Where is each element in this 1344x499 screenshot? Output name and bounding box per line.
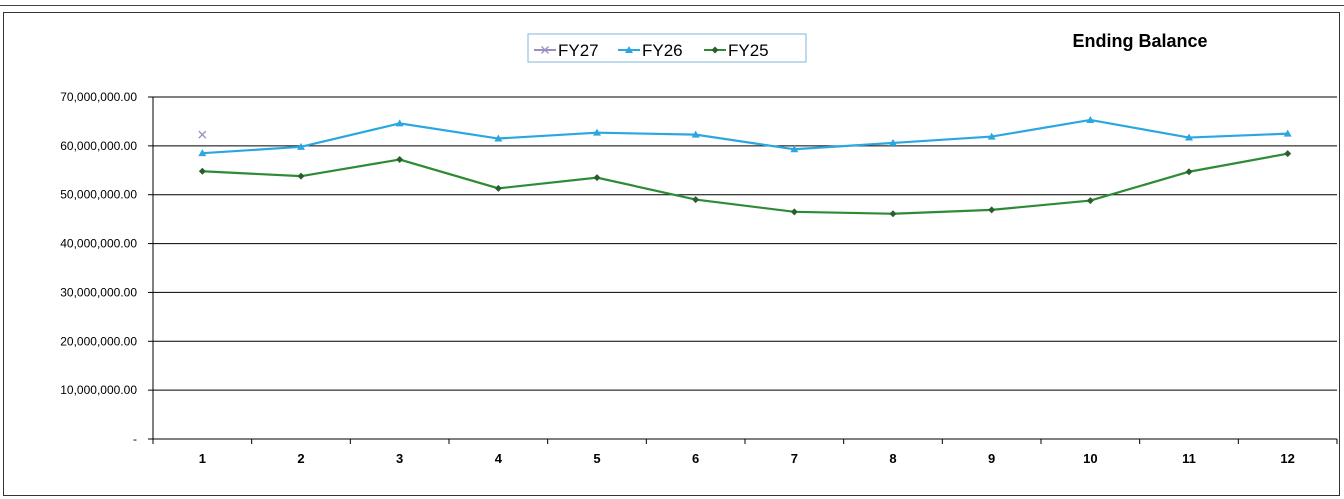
legend-marker-fy26 xyxy=(625,46,633,53)
data-point-fy25 xyxy=(198,167,206,175)
gridlines xyxy=(153,96,1337,391)
data-point-fy25 xyxy=(1284,150,1292,158)
x-tick-label: 9 xyxy=(988,451,995,466)
legend-item-fy27: FY27 xyxy=(534,41,599,60)
data-point-fy26 xyxy=(494,134,503,142)
legend-label-fy27: FY27 xyxy=(558,41,599,60)
y-tick-label: 70,000,000.00 xyxy=(60,90,137,104)
data-point-fy26 xyxy=(1086,115,1095,123)
data-point-fy25 xyxy=(988,206,996,214)
x-tick-label: 8 xyxy=(889,451,896,466)
x-tick-label: 12 xyxy=(1280,451,1294,466)
y-tick-label: 20,000,000.00 xyxy=(60,334,137,348)
x-tick-label: 10 xyxy=(1083,451,1097,466)
axes xyxy=(148,96,1338,444)
x-tick-label: 3 xyxy=(396,451,403,466)
legend-box xyxy=(527,33,807,63)
x-tick-label: 6 xyxy=(692,451,699,466)
data-point-fy25 xyxy=(396,156,404,164)
legend-item-fy26: FY26 xyxy=(618,41,683,60)
data-point-fy25 xyxy=(494,184,502,192)
series-line-fy26 xyxy=(202,118,1288,155)
x-tick-label: 1 xyxy=(199,451,206,466)
data-point-fy26 xyxy=(297,142,305,150)
data-point-fy26 xyxy=(987,132,996,140)
data-point-fy26 xyxy=(395,119,404,127)
x-tick-label: 5 xyxy=(593,451,600,466)
data-point-fy25 xyxy=(692,196,700,204)
data-point-fy25 xyxy=(1086,197,1094,205)
data-point-fy25 xyxy=(1185,168,1193,176)
y-tick-labels: - 10,000,000.00 20,000,000.00 30,000,000.00… xyxy=(60,90,137,446)
data-point-fy25 xyxy=(593,174,601,182)
y-tick-label: 30,000,000.00 xyxy=(60,285,137,299)
series-fy27 xyxy=(198,130,207,139)
data-point-fy27 xyxy=(198,130,207,139)
x-tick-label: 11 xyxy=(1182,451,1196,466)
x-tick-label: 4 xyxy=(495,451,503,466)
top-border-rule xyxy=(0,0,1344,6)
data-point-fy25 xyxy=(297,172,305,180)
x-tick-label: 7 xyxy=(791,451,798,466)
series-line-fy25 xyxy=(202,152,1288,215)
data-point-fy26 xyxy=(198,149,207,157)
data-point-fy26 xyxy=(691,130,700,138)
legend-label-fy26: FY26 xyxy=(642,41,683,60)
data-point-fy25 xyxy=(790,208,798,216)
series-lines xyxy=(198,115,1292,218)
data-point-fy25 xyxy=(889,210,897,218)
chart-title: Ending Balance xyxy=(1072,31,1207,51)
data-point-fy26 xyxy=(790,145,799,153)
y-tick-label: 50,000,000.00 xyxy=(60,188,137,202)
data-point-fy26 xyxy=(1283,129,1292,137)
legend: FY27 FY26 FY25 xyxy=(527,33,807,63)
legend-marker-fy27 xyxy=(541,46,549,54)
series-fy26 xyxy=(198,115,1292,157)
y-tick-label: 10,000,000.00 xyxy=(60,383,137,397)
series-fy25 xyxy=(198,150,1292,218)
data-point-fy26 xyxy=(1185,133,1193,141)
x-tick-labels: 1 2 3 4 5 6 7 8 9 10 11 12 xyxy=(199,451,1295,466)
x-tick-label: 2 xyxy=(297,451,304,466)
y-tick-label: 40,000,000.00 xyxy=(60,237,137,251)
data-point-fy26 xyxy=(889,138,897,146)
legend-label-fy25: FY25 xyxy=(728,41,769,60)
y-tick-label: - xyxy=(133,432,137,446)
chart-frame xyxy=(3,12,1340,496)
legend-marker-fy25 xyxy=(711,46,719,54)
y-tick-label: 60,000,000.00 xyxy=(60,139,137,153)
legend-item-fy25: FY25 xyxy=(704,41,769,60)
data-point-fy26 xyxy=(593,128,601,136)
